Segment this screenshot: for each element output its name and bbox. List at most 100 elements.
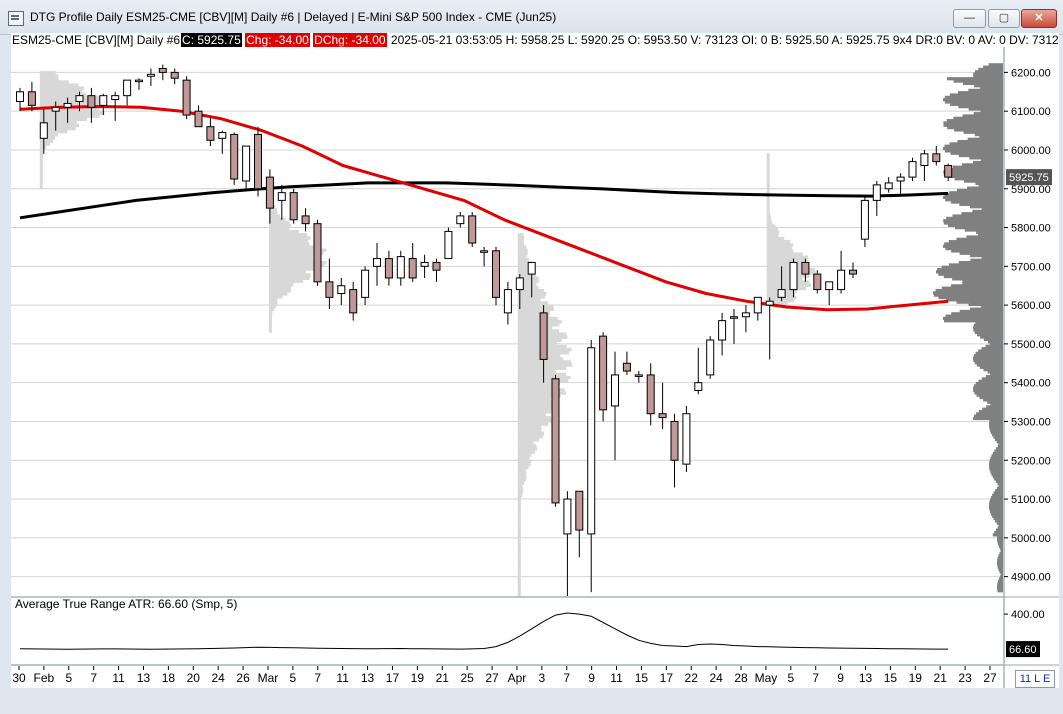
volume-bar [943,244,1003,248]
profile-bar [517,354,561,358]
volume-bar [989,463,1003,467]
close-button[interactable]: ✕ [1021,9,1057,28]
volume-bar [937,267,1003,272]
profile-bar [268,270,306,274]
volume-bar [943,123,1003,127]
profile-bar [766,174,770,179]
volume-bar [973,72,1003,76]
minimize-button[interactable]: — [953,9,986,28]
profile-bar [517,397,552,402]
y-tick-label: 5200.00 [1011,455,1051,467]
candle [39,122,48,139]
profile-bar [268,245,321,249]
profile-bar [39,160,43,165]
profile-bar [517,444,537,448]
x-tick-label: 21 [934,671,948,685]
volume-bar [981,158,1003,162]
volume-bar [945,198,1003,202]
volume-bar [975,351,1003,355]
profile-bar [39,173,43,177]
volume-bar [975,321,1003,325]
volume-bar [997,558,1003,563]
candle [920,153,929,166]
profile-bar [517,425,542,429]
volume-bar [998,554,1003,558]
volume-bar [970,258,1003,262]
ma-red-line [19,105,949,312]
info-details: 2025-05-21 03:53:05 H: 5958.25 L: 5920.2… [390,33,1059,47]
profile-bar [268,251,324,256]
volume-bar [997,563,1003,567]
profile-bar [39,139,54,143]
profile-bar [268,301,278,305]
volume-bar [956,300,1003,304]
profile-bar [268,214,281,218]
x-tick-label: 9 [837,671,844,685]
volume-bar [946,77,1003,81]
mar-profile [268,186,327,333]
volume-bar [991,472,1003,476]
zoom-indicator[interactable]: 11 L E [1015,670,1055,688]
profile-bar [268,326,272,330]
volume-bar [978,379,1003,383]
candle [242,145,251,182]
candle [944,164,953,178]
y-tick-label: 5000.00 [1011,533,1051,545]
volume-bar [985,344,1003,348]
profile-bar [268,264,325,268]
profile-bar [766,302,788,306]
profile-bar [766,205,770,210]
volume-bar [936,270,1003,274]
profile-bar [766,181,770,185]
x-tick-label: 5 [290,671,297,685]
volume-bar [952,214,1003,218]
x-tick-label: 17 [660,671,674,685]
profile-bar [766,224,776,229]
candle [265,176,274,209]
x-tick-label: 15 [635,671,649,685]
profile-bar [39,83,79,87]
chart-window-icon[interactable] [8,11,24,26]
x-tick-label: 11 [336,671,349,685]
volume-bar [993,435,1003,439]
volume-bar [977,233,1003,237]
volume-bar [997,586,1003,590]
x-tick-label: Apr [508,671,527,685]
profile-bar [268,208,277,212]
volume-bar [994,437,1003,442]
volume-bar [946,167,1003,172]
profile-bar [517,403,560,408]
candle [135,79,143,83]
profile-bar [517,304,554,308]
x-tick-label: 9 [588,671,595,685]
profile-bar [766,230,780,235]
profile-bar [517,450,536,454]
candle [670,420,679,461]
volume-bar [994,477,1003,481]
y-tick-label: 4900.00 [1011,572,1051,584]
volume-bar [961,212,1003,216]
volume-bar [990,498,1003,502]
profile-bar [39,151,43,156]
maximize-button[interactable]: ▢ [988,9,1020,28]
candle [456,215,465,225]
volume-bar [987,400,1003,404]
volume-bar [989,342,1003,346]
volume-bar [975,70,1003,74]
volume-bar [944,319,1003,323]
volume-bar [989,428,1003,432]
profile-bar [268,319,272,324]
profile-bar [766,162,770,166]
profile-bar [517,565,521,569]
profile-bar [517,462,531,467]
candle [563,498,572,535]
profile-bar [766,212,770,216]
profile-bar [268,257,321,262]
candle [813,273,822,291]
profile-bar [268,285,292,290]
volume-bar [946,298,1003,302]
candle [337,285,346,294]
profile-bar [268,304,277,308]
